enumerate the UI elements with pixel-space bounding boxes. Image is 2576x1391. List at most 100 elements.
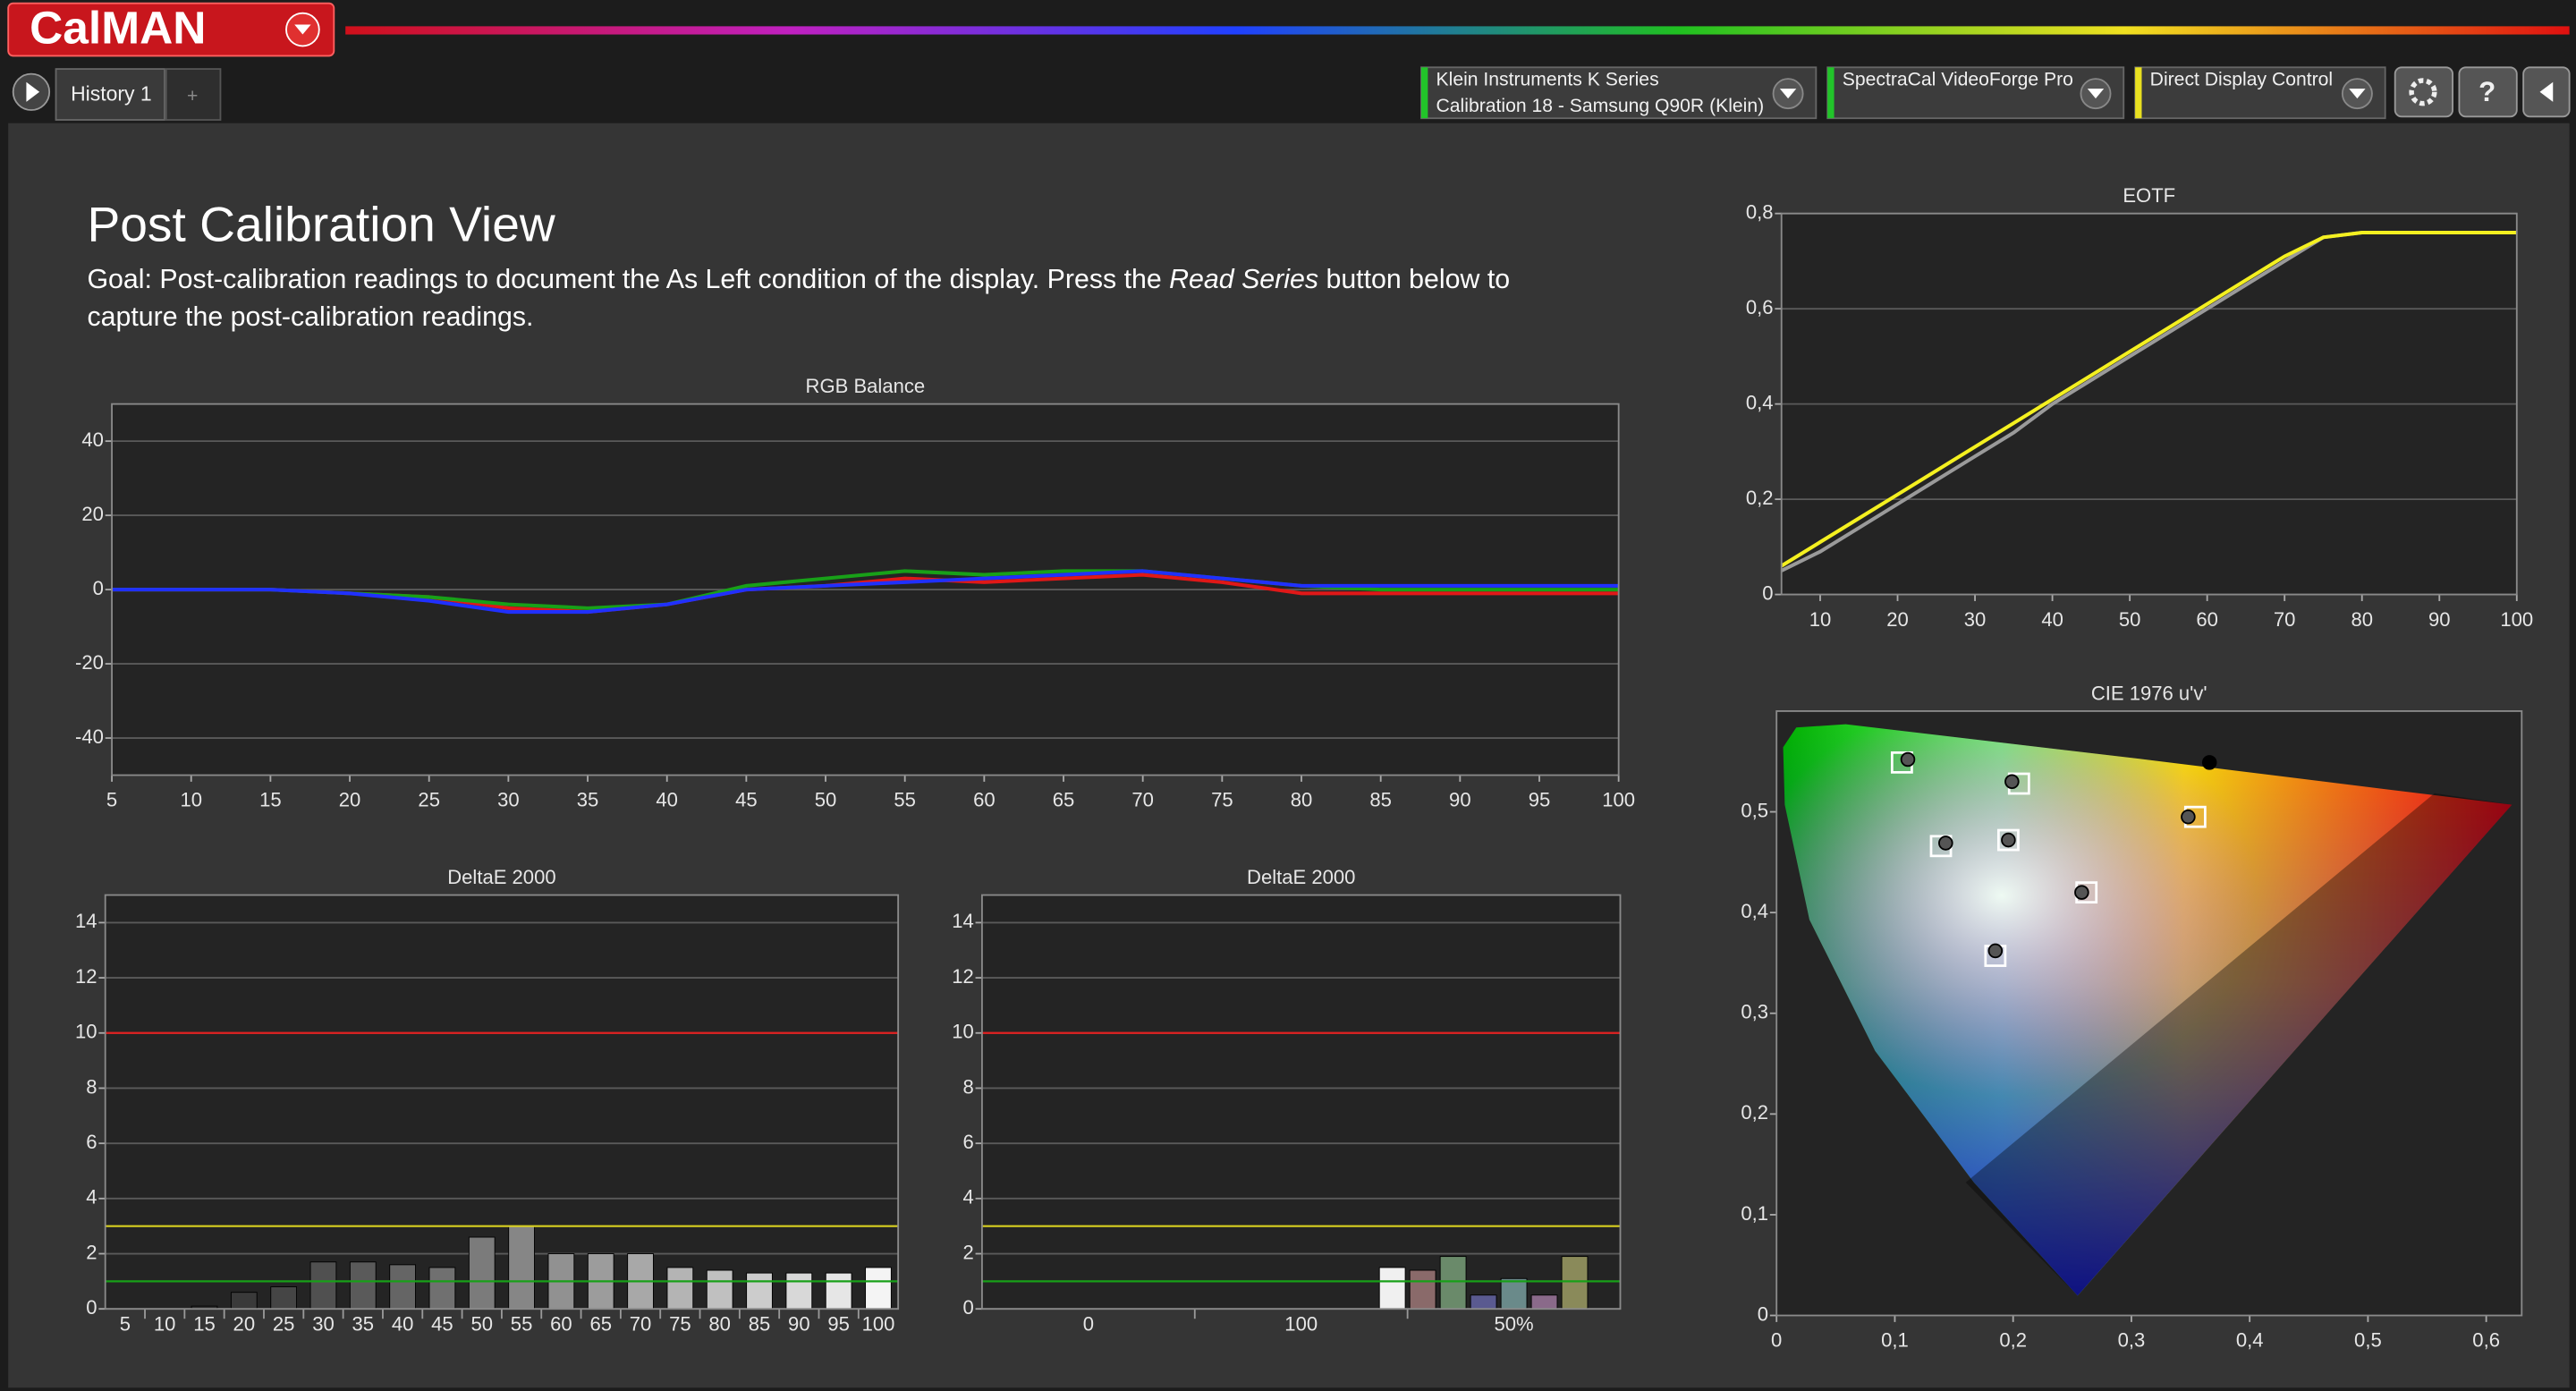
dropdown-arrow bbox=[2349, 89, 2366, 99]
x-tick-label: 50% bbox=[1494, 1312, 1533, 1335]
series-line bbox=[1780, 230, 2517, 568]
tab-add-label: + bbox=[187, 86, 198, 106]
x-tick-label: 0 bbox=[1771, 1329, 1782, 1352]
x-tick-label: 20 bbox=[1886, 608, 1909, 631]
x-tick-label: 40 bbox=[656, 789, 678, 811]
x-tick-label: 55 bbox=[511, 1312, 533, 1335]
y-tick-label: 8 bbox=[86, 1075, 97, 1098]
x-tick-label: 35 bbox=[577, 789, 599, 811]
y-tick-label: 12 bbox=[75, 965, 97, 988]
y-tick-label: 2 bbox=[86, 1241, 97, 1263]
bar bbox=[1530, 1294, 1558, 1310]
x-tick-label: 25 bbox=[418, 789, 440, 811]
x-tick-label: 30 bbox=[1964, 608, 1987, 631]
bar bbox=[1470, 1294, 1497, 1310]
bar bbox=[428, 1267, 456, 1310]
chart-title: EOTF bbox=[2123, 184, 2175, 207]
tab[interactable] bbox=[55, 68, 165, 121]
bar bbox=[785, 1272, 813, 1310]
device-selector[interactable] bbox=[1420, 66, 1818, 120]
x-tick-label: 70 bbox=[2274, 608, 2296, 631]
x-tick-label: 20 bbox=[339, 789, 361, 811]
settings-button[interactable] bbox=[2394, 66, 2453, 118]
bar bbox=[468, 1236, 496, 1310]
device-bar: Klein Instruments K Series Calibration 18… bbox=[1420, 66, 2386, 120]
y-tick-label: 0 bbox=[1758, 1302, 1768, 1325]
y-tick-label: 0 bbox=[1762, 581, 1773, 604]
play-icon bbox=[26, 81, 40, 102]
x-tick-label: 10 bbox=[154, 1312, 176, 1335]
y-tick-label: 10 bbox=[952, 1021, 974, 1043]
bar bbox=[270, 1286, 298, 1310]
logo-box[interactable] bbox=[7, 2, 335, 57]
tab-label: History 1 bbox=[71, 82, 152, 106]
x-tick-label: 75 bbox=[1211, 789, 1233, 811]
device-selector[interactable] bbox=[1826, 66, 2125, 120]
y-tick-label: 0 bbox=[93, 577, 104, 599]
x-tick-label: 20 bbox=[233, 1312, 256, 1335]
measured-point bbox=[2181, 809, 2196, 825]
y-tick-label: -20 bbox=[75, 651, 104, 674]
goal: Goal: Post-calibration readings to docum… bbox=[87, 265, 1510, 294]
x-tick-label: 100 bbox=[1284, 1312, 1318, 1335]
outer-gamut bbox=[1965, 793, 2512, 1296]
plot-frame bbox=[1775, 710, 2523, 1317]
x-tick-label: 0,6 bbox=[2472, 1329, 2500, 1352]
plot-frame bbox=[111, 403, 1620, 776]
x-tick-label: 60 bbox=[973, 789, 996, 811]
device-label: Calibration 18 - Samsung Q90R (Klein) bbox=[1436, 96, 1765, 116]
series-line bbox=[112, 569, 1619, 615]
x-tick-label: 45 bbox=[431, 1312, 453, 1335]
page-title: Post Calibration View bbox=[87, 197, 555, 252]
tab-add[interactable] bbox=[165, 68, 222, 121]
y-tick-label: 0,2 bbox=[1746, 487, 1774, 509]
y-tick-label: 0 bbox=[962, 1296, 973, 1319]
x-tick-label: 95 bbox=[827, 1312, 850, 1335]
x-tick-label: 90 bbox=[788, 1312, 810, 1335]
x-tick-label: 70 bbox=[630, 1312, 652, 1335]
measured-point bbox=[2074, 885, 2089, 900]
y-tick-label: 4 bbox=[86, 1186, 97, 1209]
y-tick-label: 40 bbox=[81, 428, 104, 451]
chart-title: DeltaE 2000 bbox=[447, 866, 555, 888]
goal-line: capture the post-calibration readings. bbox=[87, 302, 533, 332]
dropdown-arrow bbox=[2087, 89, 2105, 99]
y-tick-label: 12 bbox=[952, 965, 974, 988]
x-tick-label: 5 bbox=[120, 1312, 131, 1335]
help-label: ? bbox=[2479, 76, 2496, 107]
y-tick-label: 6 bbox=[86, 1131, 97, 1153]
bar bbox=[309, 1261, 337, 1310]
x-tick-label: 35 bbox=[352, 1312, 375, 1335]
x-tick-label: 25 bbox=[273, 1312, 295, 1335]
measured-point bbox=[1987, 943, 2004, 959]
x-tick-label: 65 bbox=[589, 1312, 612, 1335]
x-tick-label: 80 bbox=[2351, 608, 2373, 631]
x-tick-label: 55 bbox=[894, 789, 916, 811]
y-tick-label: 14 bbox=[952, 910, 974, 932]
bar bbox=[706, 1269, 733, 1310]
x-tick-label: 90 bbox=[2428, 608, 2451, 631]
x-tick-label: 0,5 bbox=[2354, 1329, 2382, 1352]
goal-text: Goal: Post-calibration readings to docum… bbox=[87, 265, 1169, 294]
x-tick-label: 40 bbox=[392, 1312, 414, 1335]
x-tick-label: 50 bbox=[470, 1312, 493, 1335]
x-tick-label: 80 bbox=[1291, 789, 1313, 811]
x-tick-label: 100 bbox=[1602, 789, 1635, 811]
plot-area bbox=[105, 895, 899, 1310]
plot-frame bbox=[1780, 212, 2518, 596]
target-marker bbox=[1996, 828, 2020, 852]
dropdown-arrow bbox=[1779, 89, 1797, 99]
bar bbox=[746, 1272, 773, 1310]
plot-frame bbox=[981, 894, 1622, 1310]
device-label: SpectraCal VideoForge Pro bbox=[1843, 70, 2073, 90]
bar bbox=[1561, 1256, 1589, 1310]
x-tick-label: 60 bbox=[550, 1312, 572, 1335]
help-button[interactable] bbox=[2458, 66, 2518, 118]
y-tick-label: 0,2 bbox=[1741, 1101, 1768, 1124]
bar bbox=[230, 1292, 258, 1310]
y-tick-label: 20 bbox=[81, 503, 104, 525]
chart-title: CIE 1976 u'v' bbox=[2091, 682, 2207, 704]
x-tick-label: 45 bbox=[735, 789, 758, 811]
x-tick-label: 0 bbox=[1083, 1312, 1094, 1335]
rainbow-bar bbox=[345, 26, 2570, 35]
